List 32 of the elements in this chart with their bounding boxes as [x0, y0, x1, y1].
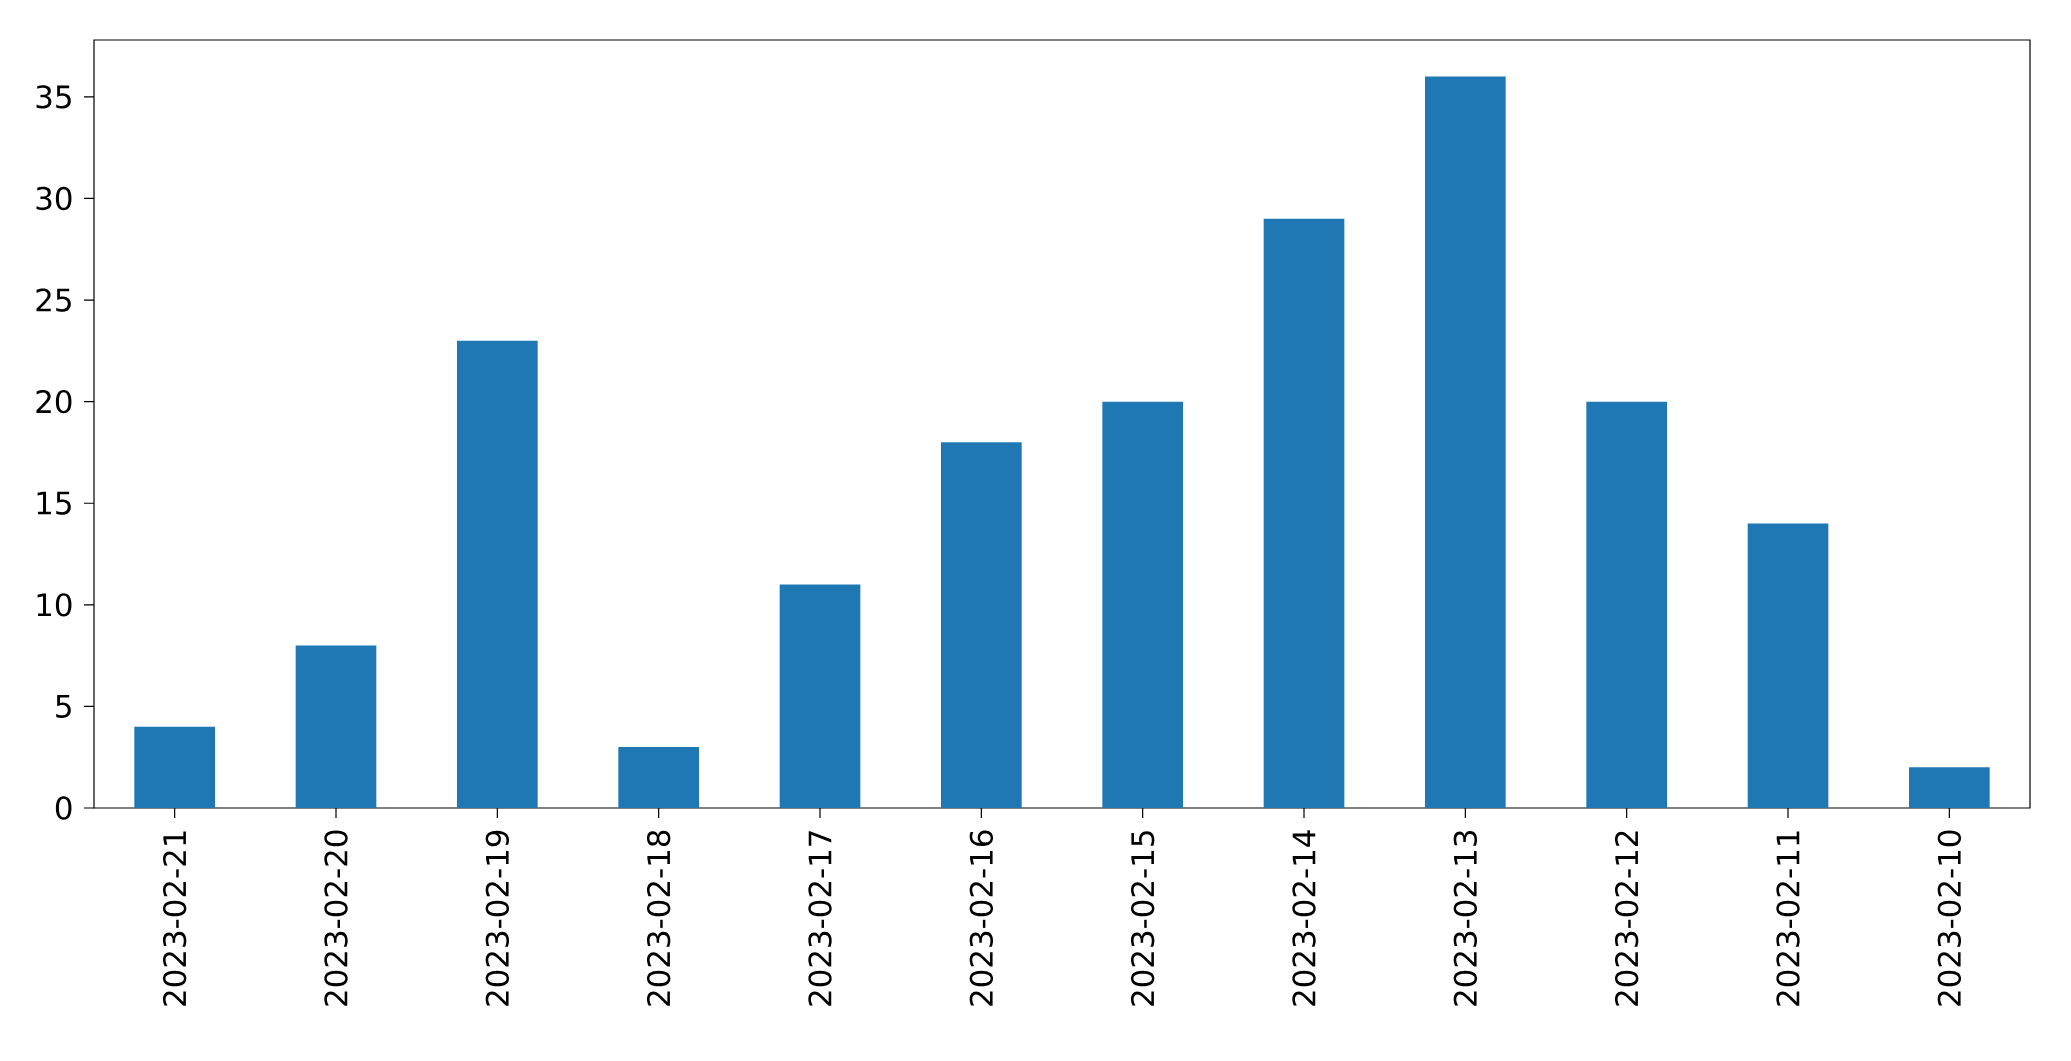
bar — [1263, 218, 1345, 808]
bar — [941, 442, 1022, 808]
bar — [1425, 76, 1506, 808]
bar — [779, 584, 861, 808]
bar — [1102, 401, 1183, 808]
y-tick-label: 15 — [37, 491, 71, 515]
x-tick-label: 2023-02-11 — [1776, 831, 1800, 1006]
y-tick-label: 35 — [36, 85, 71, 109]
x-tick-label: 2023-02-13 — [1453, 831, 1478, 1006]
x-tick-label: 2023-02-14 — [1292, 830, 1316, 1006]
x-tick-label: 2023-02-19 — [485, 830, 510, 1006]
bar — [1909, 767, 1990, 808]
y-tick-label: 10 — [37, 593, 72, 617]
y-tick-label: 0 — [55, 796, 72, 820]
y-tick-label: 25 — [36, 288, 71, 312]
x-tick-label: 2023-02-18 — [646, 830, 671, 1006]
x-tick-label: 2023-02-17 — [808, 831, 832, 1006]
bar — [295, 645, 377, 808]
x-tick-label: 2023-02-21 — [162, 831, 187, 1006]
y-tick-label: 30 — [36, 186, 72, 211]
x-tick-label: 2023-02-20 — [324, 830, 348, 1006]
bar — [618, 747, 699, 808]
y-tick-label: 5 — [56, 694, 71, 718]
bar — [134, 726, 215, 808]
bar — [1747, 523, 1829, 808]
x-tick-label: 2023-02-16 — [969, 830, 994, 1006]
x-tick-label: 2023-02-12 — [1614, 831, 1639, 1006]
bar — [1586, 401, 1668, 808]
y-tick-label: 20 — [36, 389, 72, 414]
bar — [457, 340, 538, 808]
x-tick-label: 2023-02-15 — [1130, 831, 1155, 1006]
x-tick-label: 2023-02-10 — [1937, 830, 1962, 1006]
